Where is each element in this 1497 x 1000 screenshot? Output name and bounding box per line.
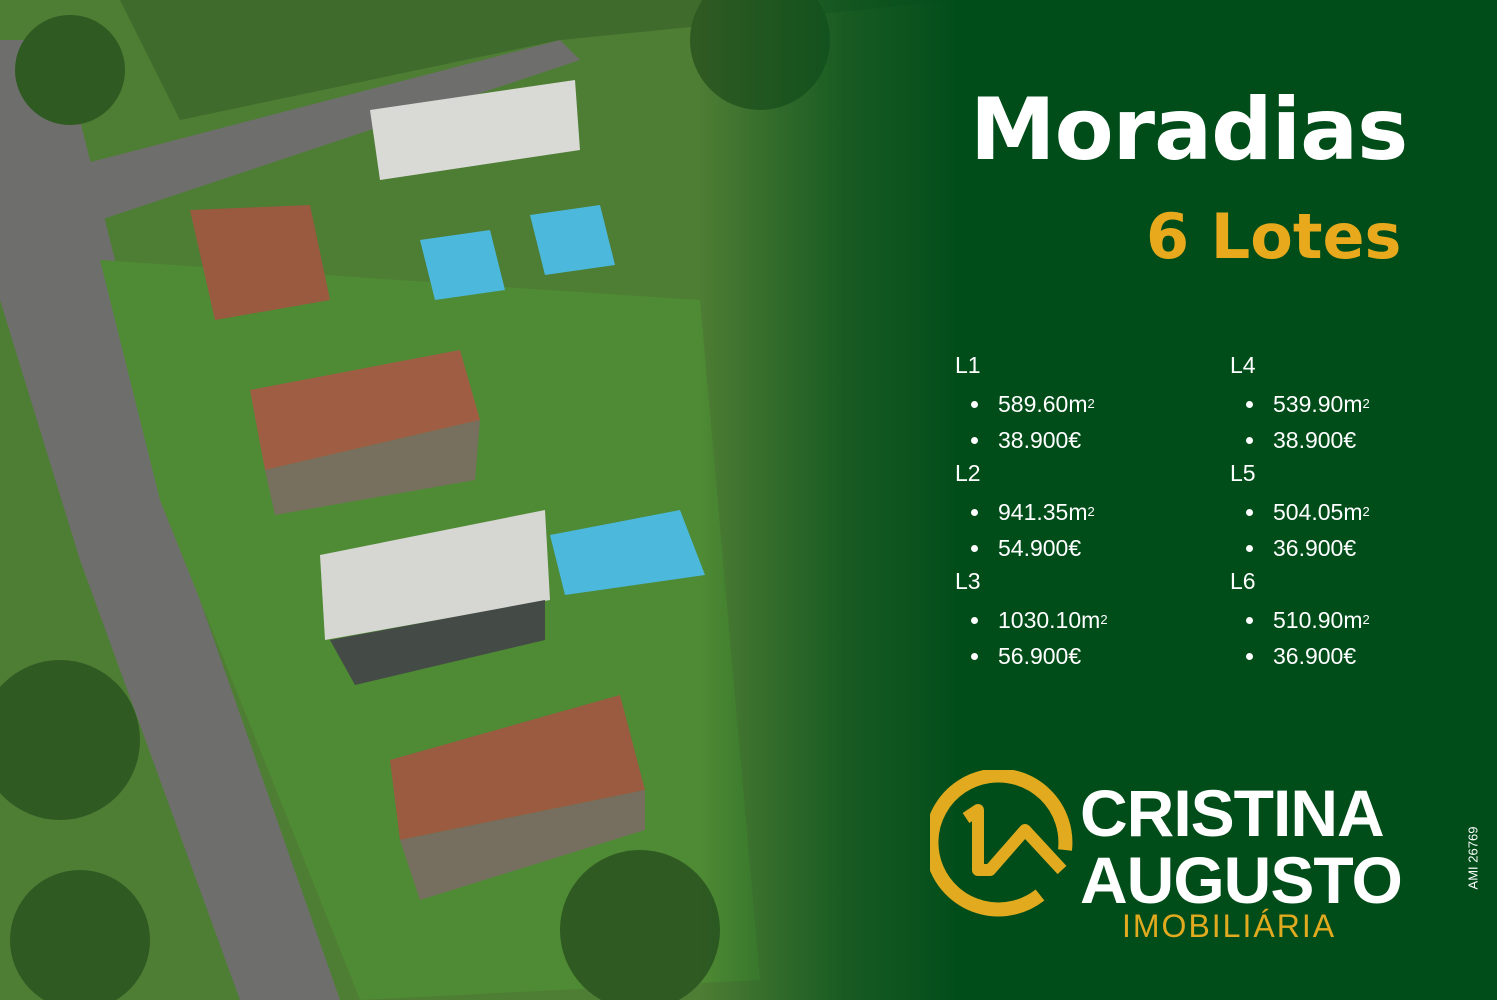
lots-column-right: L4 539.90m 2 38.900€ L5 504.05m 2 36.900€ L6… [1230, 350, 1370, 674]
lot-area: 539.90m 2 [1230, 386, 1370, 422]
lot-name: L4 [1230, 352, 1256, 378]
area-unit-superscript: 2 [1362, 612, 1370, 627]
bullet-icon [971, 400, 978, 408]
area-value: 539.90m [1273, 391, 1363, 417]
lot-price: 38.900€ [955, 422, 1108, 458]
area-value: 589.60m [998, 391, 1088, 417]
brand-name-line2: AUGUSTO [1080, 843, 1403, 917]
lot-l4: L4 539.90m 2 38.900€ [1230, 350, 1370, 458]
bullet-icon [971, 508, 978, 516]
photo-fade [700, 0, 960, 1000]
bullet-icon [1246, 508, 1253, 516]
lot-l5: L5 504.05m 2 36.900€ [1230, 458, 1370, 566]
price-value: 36.900€ [1273, 535, 1357, 561]
bullet-icon [1246, 616, 1253, 624]
lot-price: 36.900€ [1230, 638, 1370, 674]
lot-area: 1030.10m 2 [955, 602, 1108, 638]
area-value: 510.90m [1273, 607, 1363, 633]
bullet-icon [971, 436, 978, 444]
bullet-icon [1246, 400, 1253, 408]
bullet-icon [1246, 652, 1253, 660]
bullet-icon [1246, 436, 1253, 444]
lot-name: L1 [955, 352, 981, 378]
price-value: 38.900€ [1273, 427, 1357, 453]
area-value: 1030.10m [998, 607, 1101, 633]
lot-price: 36.900€ [1230, 530, 1370, 566]
bullet-icon [1246, 544, 1253, 552]
lot-l1: L1 589.60m 2 38.900€ [955, 350, 1108, 458]
area-unit-superscript: 2 [1100, 612, 1108, 627]
page-subtitle: 6 Lotes [1146, 200, 1402, 273]
lot-area: 504.05m 2 [1230, 494, 1370, 530]
lots-column-left: L1 589.60m 2 38.900€ L2 941.35m 2 54.900€ L3… [955, 350, 1108, 674]
brand-logo-icon [930, 770, 1073, 917]
area-unit-superscript: 2 [1362, 504, 1370, 519]
area-value: 504.05m [1273, 499, 1363, 525]
price-value: 36.900€ [1273, 643, 1357, 669]
bullet-icon [971, 544, 978, 552]
area-unit-superscript: 2 [1087, 504, 1095, 519]
bullet-icon [971, 616, 978, 624]
lot-name: L5 [1230, 460, 1256, 486]
bullet-icon [971, 652, 978, 660]
lot-price: 54.900€ [955, 530, 1108, 566]
brand-name-line1: CRISTINA [1080, 776, 1385, 850]
license-number: AMI 26769 [1465, 826, 1481, 890]
lot-area: 589.60m 2 [955, 386, 1108, 422]
price-value: 54.900€ [998, 535, 1082, 561]
brand-tagline: IMOBILIÁRIA [1122, 908, 1337, 944]
lot-price: 56.900€ [955, 638, 1108, 674]
price-value: 38.900€ [998, 427, 1082, 453]
lot-l2: L2 941.35m 2 54.900€ [955, 458, 1108, 566]
lot-name: L6 [1230, 568, 1256, 594]
price-value: 56.900€ [998, 643, 1082, 669]
lot-area: 510.90m 2 [1230, 602, 1370, 638]
area-value: 941.35m [998, 499, 1088, 525]
lot-l3: L3 1030.10m 2 56.900€ [955, 566, 1108, 674]
area-unit-superscript: 2 [1087, 396, 1095, 411]
lot-l6: L6 510.90m 2 36.900€ [1230, 566, 1370, 674]
lot-price: 38.900€ [1230, 422, 1370, 458]
info-panel [953, 0, 1497, 1000]
page-title: Moradias [970, 80, 1408, 180]
lot-area: 941.35m 2 [955, 494, 1108, 530]
area-unit-superscript: 2 [1362, 396, 1370, 411]
lot-name: L2 [955, 460, 981, 486]
lot-name: L3 [955, 568, 981, 594]
